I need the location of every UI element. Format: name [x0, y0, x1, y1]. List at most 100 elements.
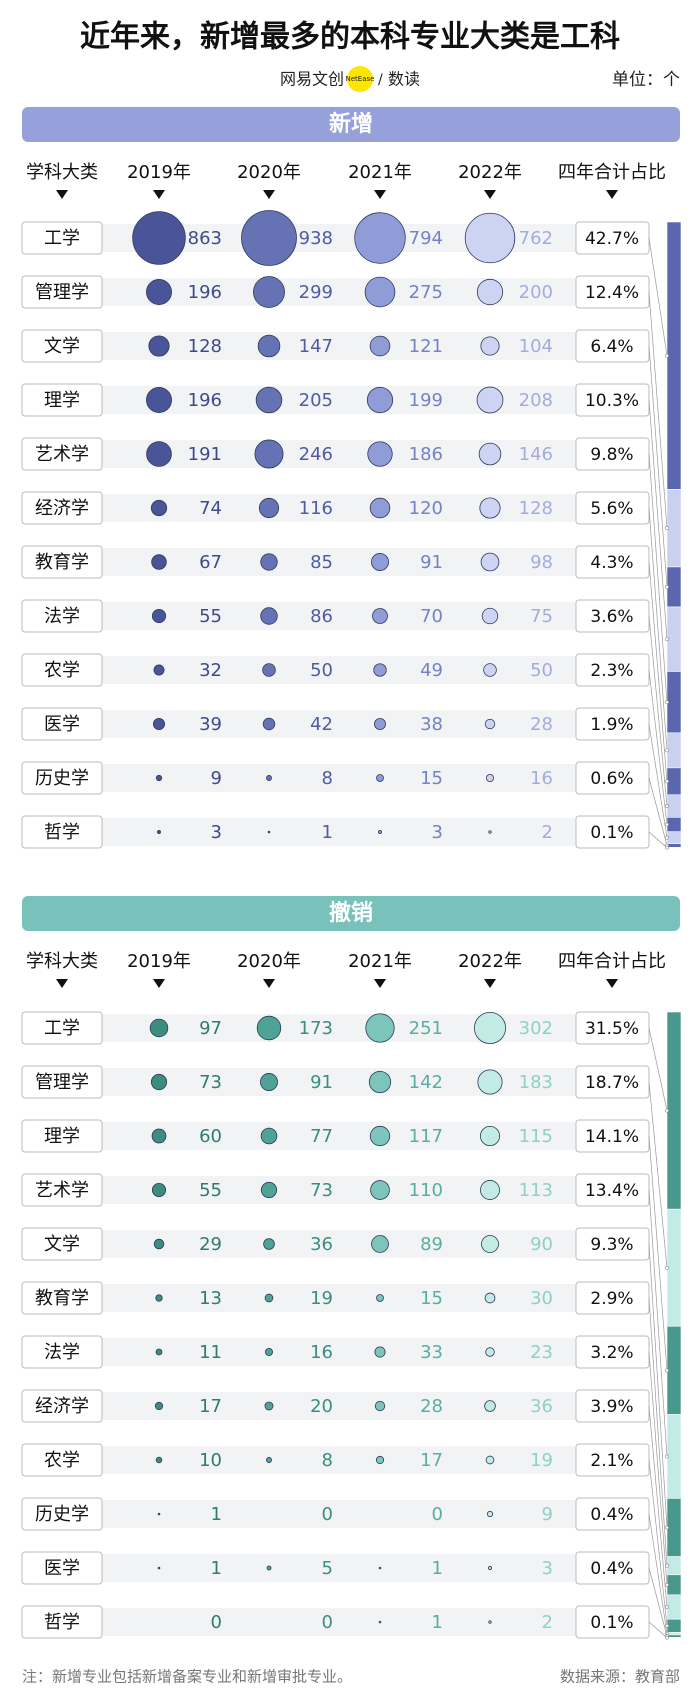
bubble	[264, 1401, 274, 1411]
row-band	[22, 656, 602, 684]
category-label: 历史学	[35, 1504, 89, 1525]
category-box	[21, 329, 103, 363]
bubble	[153, 1238, 165, 1250]
value-label: 0	[432, 1504, 443, 1525]
value-label: 16	[310, 1342, 333, 1363]
share-segment	[666, 843, 682, 848]
value-label: 17	[199, 1396, 222, 1417]
section-bar	[22, 107, 680, 142]
bubble	[260, 553, 278, 571]
share-segment	[666, 1634, 682, 1638]
value-label: 200	[519, 282, 553, 303]
bubble	[263, 1238, 275, 1250]
value-label: 28	[420, 1396, 443, 1417]
value-label: 19	[530, 1450, 553, 1471]
value-label: 8	[322, 1450, 333, 1471]
share-segment	[666, 817, 682, 833]
share-label: 12.4%	[585, 283, 639, 303]
bubble	[150, 1073, 168, 1091]
share-connector	[648, 1243, 668, 1528]
section-title: 新增	[329, 111, 373, 137]
bubble	[258, 497, 280, 519]
bubble	[368, 1070, 392, 1094]
bubble	[378, 830, 382, 834]
share-segment	[666, 1618, 682, 1633]
connector-dot	[665, 1582, 669, 1587]
column-header: 2022年	[458, 951, 522, 972]
connector-dot	[665, 1108, 669, 1113]
row-band	[22, 440, 602, 468]
bubble	[255, 386, 283, 414]
value-label: 15	[420, 768, 443, 789]
value-label: 8	[322, 768, 333, 789]
connector-dot	[665, 637, 669, 642]
value-label: 794	[409, 228, 443, 249]
column-header: 2022年	[458, 162, 522, 183]
share-connector	[648, 237, 668, 356]
share-connector	[648, 669, 668, 825]
connector-dot	[665, 1635, 669, 1640]
value-label: 91	[310, 1072, 333, 1093]
bubble	[155, 1348, 163, 1356]
value-label: 120	[409, 498, 443, 519]
value-label: 30	[530, 1288, 553, 1309]
bubble	[257, 334, 281, 358]
bubble	[264, 1293, 274, 1303]
value-label: 117	[409, 1126, 443, 1147]
column-header: 2020年	[237, 162, 301, 183]
title: 近年来，新增最多的本科专业大类是工科	[80, 20, 620, 55]
bubble	[157, 1512, 161, 1516]
share-connector	[648, 615, 668, 807]
bubble	[483, 663, 497, 677]
category-box	[21, 221, 103, 255]
row-band	[22, 1608, 602, 1636]
value-label: 146	[519, 444, 553, 465]
category-box	[21, 1227, 103, 1261]
share-segment	[666, 1574, 682, 1596]
share-segment	[666, 566, 682, 608]
value-label: 208	[519, 390, 553, 411]
brand-left: 网易文创	[280, 70, 344, 89]
bubble	[488, 1566, 492, 1570]
source: 数据来源：教育部	[560, 1668, 680, 1686]
bubble	[480, 336, 500, 356]
share-segment	[666, 1632, 682, 1636]
connector-dot	[665, 1368, 669, 1373]
value-label: 74	[199, 498, 222, 519]
category-label: 哲学	[44, 1612, 80, 1633]
bubble	[488, 1620, 492, 1624]
category-label: 工学	[44, 1018, 80, 1039]
bubble	[157, 1566, 161, 1570]
category-box	[21, 1551, 103, 1585]
column-header: 2019年	[127, 951, 191, 972]
share-segment	[666, 1011, 682, 1210]
value-label: 28	[530, 714, 553, 735]
bubble	[486, 1510, 494, 1518]
value-label: 196	[188, 390, 222, 411]
share-label: 5.6%	[590, 499, 633, 519]
bubble	[151, 1128, 167, 1144]
bubble	[267, 830, 271, 834]
share-label: 1.9%	[590, 715, 633, 735]
category-label: 教育学	[35, 1288, 89, 1309]
category-label: 法学	[44, 606, 80, 627]
header-arrow	[606, 190, 618, 199]
category-label: 教育学	[35, 552, 89, 573]
bubble	[378, 1566, 382, 1570]
value-label: 38	[420, 714, 443, 735]
share-label: 14.1%	[585, 1127, 639, 1147]
share-segment	[666, 221, 682, 490]
category-label: 理学	[44, 390, 80, 411]
value-label: 0	[211, 1612, 222, 1633]
note: 注：新增专业包括新增备案专业和新增审批专业。	[22, 1668, 352, 1686]
category-label: 经济学	[35, 498, 89, 519]
header-arrow	[374, 979, 386, 988]
column-header: 2021年	[348, 951, 412, 972]
bubble	[480, 1180, 500, 1200]
value-label: 32	[199, 660, 222, 681]
category-box	[21, 599, 103, 633]
share-label: 13.4%	[585, 1181, 639, 1201]
row-band	[22, 1230, 602, 1258]
category-label: 医学	[44, 714, 80, 735]
